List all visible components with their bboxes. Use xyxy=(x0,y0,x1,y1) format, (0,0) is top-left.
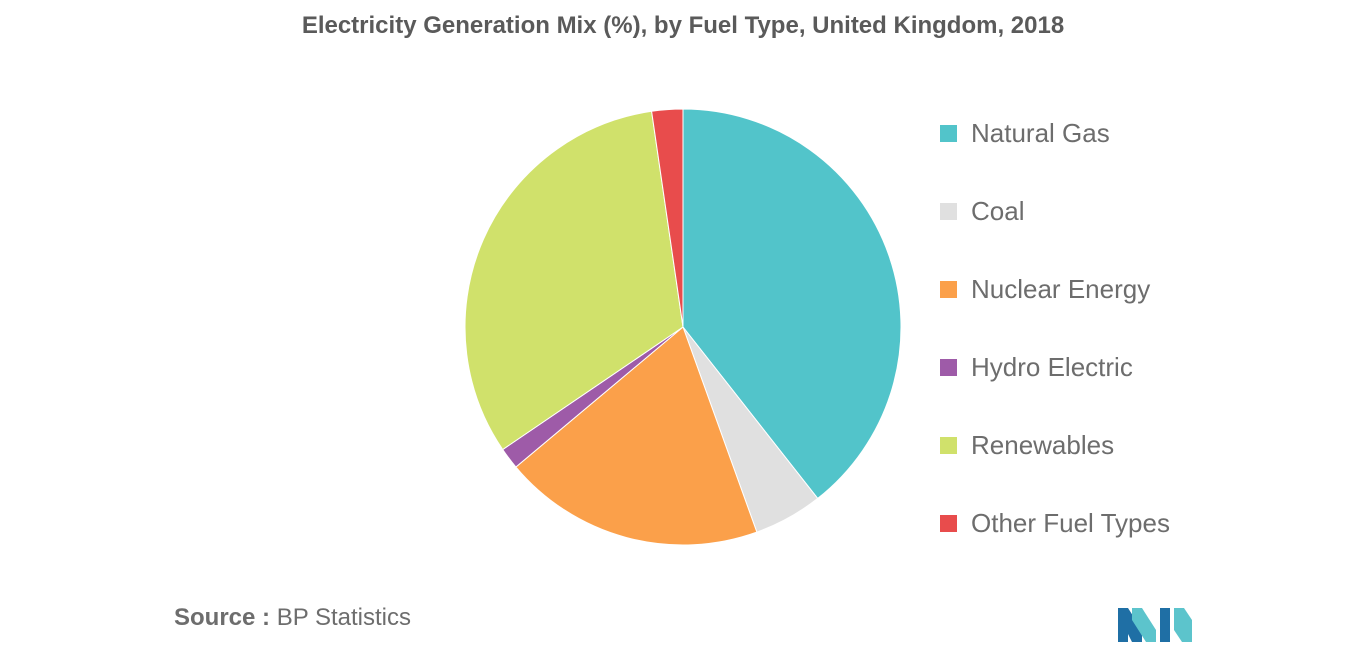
pie-slice-other-fuel-types xyxy=(651,108,684,328)
legend-swatch xyxy=(940,515,957,532)
source-label: Source : xyxy=(174,604,271,631)
legend-item-renewables: Renewables xyxy=(940,426,1340,465)
legend-label: Natural Gas xyxy=(971,118,1110,148)
legend-swatch xyxy=(940,437,957,454)
source-note: Source : BP Statistics xyxy=(174,604,411,632)
legend-swatch xyxy=(940,359,957,376)
legend-swatch xyxy=(940,281,957,298)
legend-label: Other Fuel Types xyxy=(971,508,1170,538)
legend-swatch xyxy=(940,125,957,142)
legend-item-hydro-electric: Hydro Electric xyxy=(940,348,1340,387)
legend-item-other-fuel-types: Other Fuel Types xyxy=(940,504,1340,543)
legend-item-natural-gas: Natural Gas xyxy=(940,114,1340,153)
source-text: BP Statistics xyxy=(276,604,411,631)
mordor-intelligence-logo-icon xyxy=(1118,608,1192,642)
legend-label: Nuclear Energy xyxy=(971,274,1151,304)
pie-slice-natural-gas xyxy=(682,108,902,500)
legend-label: Coal xyxy=(971,196,1025,226)
pie-slice-renewables xyxy=(464,110,684,451)
chart-legend: Natural Gas Coal Nuclear Energy Hydro Elect… xyxy=(940,114,1340,582)
pie-slice-nuclear-energy xyxy=(515,326,758,546)
legend-label: Hydro Electric xyxy=(971,352,1133,382)
chart-title: Electricity Generation Mix (%), by Fuel … xyxy=(301,12,1065,39)
legend-label: Renewables xyxy=(971,430,1115,460)
legend-item-coal: Coal xyxy=(940,192,1340,231)
legend-item-nuclear-energy: Nuclear Energy xyxy=(940,270,1340,309)
legend-swatch xyxy=(940,203,957,220)
